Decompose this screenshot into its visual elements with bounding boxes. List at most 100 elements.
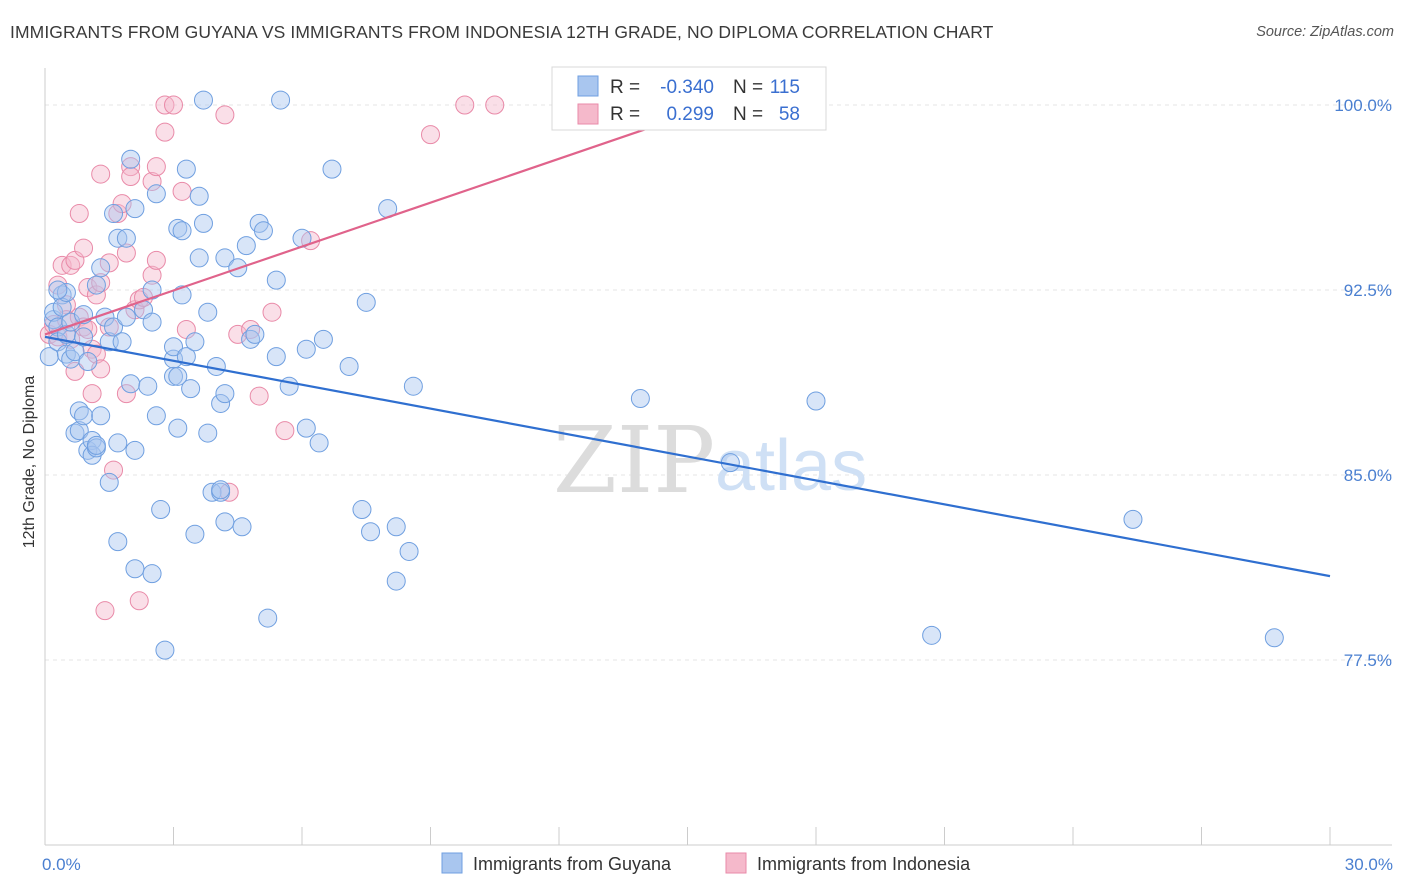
guyana-point	[155, 640, 175, 660]
trend-lines	[44, 113, 1331, 578]
guyana-point	[193, 90, 213, 110]
watermark-zip: ZIP	[553, 407, 715, 514]
guyana-point	[138, 376, 158, 396]
guyana-point	[806, 391, 826, 411]
y-tick-label: 100.0%	[1334, 96, 1392, 115]
guyana-point	[215, 384, 235, 404]
guyana-point	[361, 522, 381, 542]
y-axis-label: 12th Grade, No Diploma	[21, 376, 38, 549]
guyana-point	[356, 292, 376, 312]
indonesia-point	[142, 171, 162, 191]
guyana-point	[48, 280, 68, 300]
guyana-point	[403, 376, 423, 396]
guyana-point	[211, 393, 231, 413]
indonesia-trend-line	[44, 113, 688, 336]
guyana-point	[164, 337, 183, 357]
legend-swatch-guyana	[577, 75, 599, 97]
guyana-point	[296, 339, 316, 359]
guyana-point	[168, 366, 188, 386]
guyana-point	[266, 270, 286, 290]
x-tick-label-min: 0.0%	[42, 855, 81, 874]
guyana-point	[99, 472, 119, 492]
guyana-point	[322, 159, 342, 179]
guyana-point	[245, 324, 265, 344]
guyana-point	[108, 532, 128, 552]
guyana-point	[91, 406, 111, 426]
guyana-point	[386, 571, 406, 591]
guyana-point	[116, 228, 136, 248]
guyana-point	[206, 356, 226, 376]
guyana-point	[121, 374, 141, 394]
guyana-point	[215, 512, 235, 532]
guyana-point	[211, 480, 231, 500]
guyana-point	[296, 418, 316, 438]
x-tick-labels: 0.0% 30.0%	[42, 855, 1393, 874]
guyana-point	[74, 406, 94, 426]
guyana-point	[339, 356, 359, 376]
legend-swatch-indonesia	[577, 103, 599, 125]
indonesia-point	[86, 285, 106, 305]
legend-n-label-indonesia: N =	[733, 104, 763, 125]
guyana-point	[146, 406, 166, 426]
guyana-point	[181, 379, 201, 399]
guyana-point	[112, 332, 132, 352]
guyana-point	[108, 433, 128, 453]
guyana-point	[69, 421, 89, 441]
guyana-point	[258, 608, 278, 628]
indonesia-point	[74, 238, 94, 258]
guyana-point	[168, 418, 188, 438]
guyana-point	[164, 366, 183, 386]
guyana-point	[271, 90, 291, 110]
indonesia-point	[164, 95, 183, 115]
legend-r-label-guyana: R =	[610, 77, 640, 98]
indonesia-point	[104, 460, 124, 480]
guyana-point	[266, 347, 286, 367]
indonesia-point	[215, 105, 235, 125]
legend-r-label-indonesia: R =	[610, 104, 640, 125]
indonesia-point	[99, 317, 119, 337]
guyana-point	[630, 389, 650, 409]
guyana-point	[91, 258, 111, 278]
guyana-point	[172, 285, 192, 305]
guyana-point	[1264, 628, 1284, 648]
guyana-trend-line	[44, 335, 1331, 578]
y-tick-label: 92.5%	[1344, 281, 1392, 300]
indonesia-point	[116, 384, 136, 404]
indonesia-point	[116, 243, 136, 263]
chart-title: IMMIGRANTS FROM GUYANA VS IMMIGRANTS FRO…	[10, 22, 994, 42]
watermark: ZIP atlas	[553, 407, 867, 514]
guyana-point	[215, 248, 235, 268]
guyana-point	[386, 517, 406, 537]
guyana-point	[185, 332, 205, 352]
guyana-point	[176, 159, 196, 179]
legend-r-value-guyana: -0.340	[660, 77, 714, 98]
axes	[44, 68, 1392, 846]
guyana-point	[78, 352, 98, 372]
guyana-point	[121, 149, 141, 169]
guyana-point	[142, 312, 162, 332]
guyana-point	[1123, 509, 1143, 529]
legend-n-label-guyana: N =	[733, 77, 763, 98]
guyana-point	[352, 500, 372, 520]
guyana-point	[198, 423, 218, 443]
indonesia-point	[146, 157, 166, 177]
legend-n-value-indonesia: 58	[779, 104, 800, 125]
guyana-point	[39, 347, 59, 367]
guyana-point	[193, 213, 213, 233]
guyana-point	[151, 500, 171, 520]
indonesia-point	[455, 95, 475, 115]
guyana-point	[922, 625, 942, 645]
indonesia-point	[249, 386, 269, 406]
guyana-point	[198, 302, 218, 322]
indonesia-point	[129, 591, 149, 611]
legend-r-value-indonesia: 0.299	[666, 104, 714, 125]
guyana-point	[185, 524, 205, 544]
bottom-legend-label-guyana: Immigrants from Guyana	[473, 854, 672, 874]
indonesia-point	[108, 204, 128, 224]
y-tick-label: 85.0%	[1344, 466, 1392, 485]
guyana-point	[125, 440, 145, 460]
guyana-point	[104, 204, 124, 224]
indonesia-point	[421, 125, 440, 145]
series-legend: Immigrants from Guyana Immigrants from I…	[441, 852, 971, 874]
